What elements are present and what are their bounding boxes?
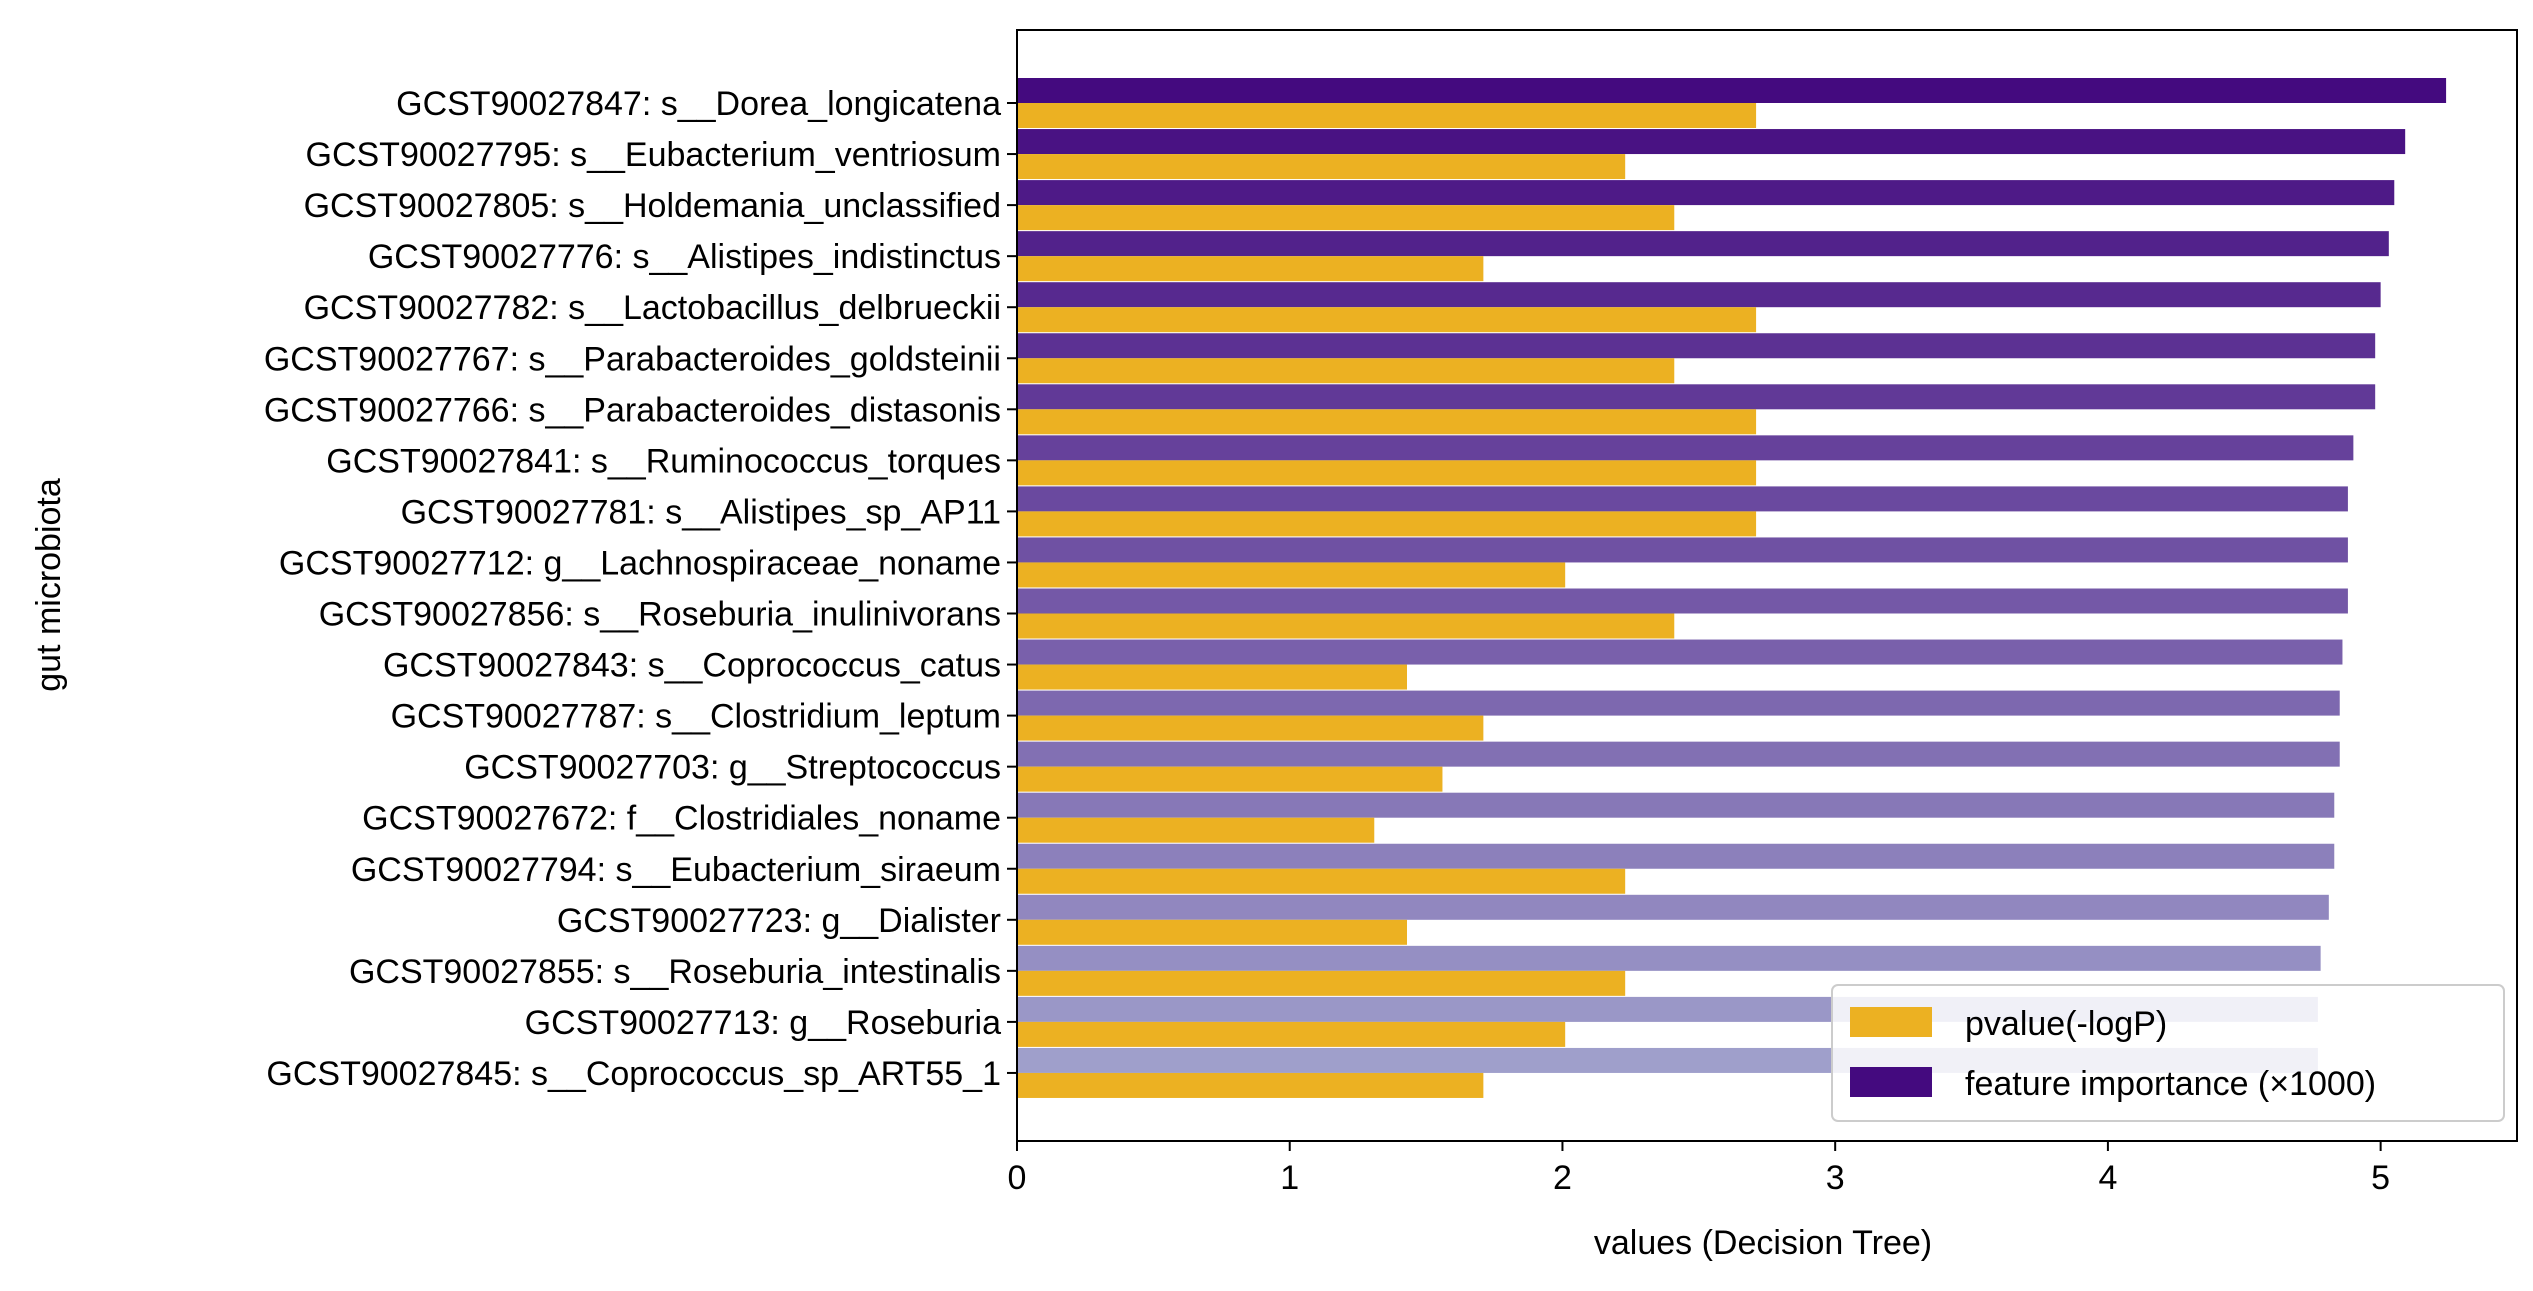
- category-label: GCST90027782: s__Lactobacillus_delbrueck…: [304, 289, 1001, 327]
- bar-feature-importance: [1017, 486, 2348, 512]
- bar-feature-importance: [1017, 843, 2335, 869]
- x-tick-label: 4: [2098, 1159, 2117, 1197]
- bar-feature-importance: [1017, 231, 2389, 257]
- bar-feature-importance: [1017, 435, 2354, 461]
- category-label: GCST90027794: s__Eubacterium_siraeum: [351, 851, 1001, 889]
- bar-pvalue: [1017, 409, 1757, 435]
- bars-group: [1017, 78, 2447, 1098]
- x-axis-title: values (Decision Tree): [1594, 1224, 1932, 1262]
- y-axis-title: gut microbiota: [30, 478, 68, 692]
- bar-feature-importance: [1017, 333, 2376, 359]
- bar-pvalue: [1017, 715, 1484, 741]
- legend-label-pvalue: pvalue(-logP): [1965, 1005, 2167, 1043]
- x-tick-label: 0: [1008, 1159, 1027, 1197]
- category-label: GCST90027856: s__Roseburia_inulinivorans: [319, 596, 1001, 634]
- bar-feature-importance: [1017, 690, 2340, 716]
- category-label: GCST90027712: g__Lachnospiraceae_noname: [279, 544, 1001, 582]
- bar-feature-importance: [1017, 180, 2395, 206]
- category-label: GCST90027805: s__Holdemania_unclassified: [304, 187, 1001, 225]
- bar-feature-importance: [1017, 741, 2340, 767]
- bar-feature-importance: [1017, 894, 2329, 920]
- bar-feature-importance: [1017, 945, 2321, 971]
- bar-feature-importance: [1017, 129, 2406, 155]
- category-label: GCST90027766: s__Parabacteroides_distaso…: [264, 391, 1001, 429]
- bar-feature-importance: [1017, 537, 2348, 563]
- category-label: GCST90027703: g__Streptococcus: [464, 749, 1001, 787]
- bar-feature-importance: [1017, 78, 2447, 103]
- bar-pvalue: [1017, 817, 1375, 843]
- category-label: GCST90027845: s__Coprococcus_sp_ART55_1: [266, 1055, 1001, 1093]
- bar-pvalue: [1017, 919, 1407, 945]
- bar-pvalue: [1017, 511, 1757, 537]
- bar-pvalue: [1017, 1072, 1484, 1098]
- category-label: GCST90027843: s__Coprococcus_catus: [383, 647, 1001, 685]
- legend-swatch-pvalue: [1850, 1007, 1932, 1037]
- bar-pvalue: [1017, 154, 1626, 180]
- plot-frame: [1016, 29, 2518, 1142]
- legend-swatch-feature-importance: [1850, 1067, 1932, 1097]
- category-label: GCST90027841: s__Ruminococcus_torques: [326, 442, 1001, 480]
- category-label: GCST90027713: g__Roseburia: [525, 1004, 1001, 1042]
- bar-feature-importance: [1017, 282, 2381, 308]
- bar-feature-importance: [1017, 639, 2343, 665]
- bar-pvalue: [1017, 460, 1757, 486]
- bar-pvalue: [1017, 562, 1566, 588]
- bar-pvalue: [1017, 970, 1626, 996]
- x-axis-ticks: 0 1 2 3 4 5: [1008, 1141, 2390, 1197]
- bar-pvalue: [1017, 205, 1675, 231]
- legend: pvalue(-logP) feature importance (×1000): [1831, 984, 2505, 1122]
- bar-pvalue: [1017, 664, 1407, 690]
- category-label: GCST90027795: s__Eubacterium_ventriosum: [306, 136, 1002, 174]
- category-label: GCST90027767: s__Parabacteroides_goldste…: [264, 340, 1001, 378]
- bar-pvalue: [1017, 1021, 1566, 1047]
- category-labels: GCST90027847: s__Dorea_longicatena GCST90…: [264, 85, 1017, 1093]
- category-label: GCST90027781: s__Alistipes_sp_AP11: [401, 493, 1001, 531]
- bar-pvalue: [1017, 868, 1626, 894]
- x-tick-label: 3: [1826, 1159, 1845, 1197]
- bar-pvalue: [1017, 766, 1443, 792]
- category-label: GCST90027776: s__Alistipes_indistinctus: [368, 238, 1001, 276]
- bar-feature-importance: [1017, 588, 2348, 614]
- bar-pvalue: [1017, 256, 1484, 282]
- category-label: GCST90027847: s__Dorea_longicatena: [396, 85, 1001, 123]
- x-tick-label: 5: [2371, 1159, 2390, 1197]
- bar-pvalue: [1017, 103, 1757, 128]
- bar-pvalue: [1017, 358, 1675, 384]
- x-tick-label: 2: [1553, 1159, 1572, 1197]
- category-label: GCST90027672: f__Clostridiales_noname: [362, 800, 1001, 838]
- bar-feature-importance: [1017, 792, 2335, 818]
- category-label: GCST90027723: g__Dialister: [557, 902, 1001, 940]
- legend-label-feature-importance: feature importance (×1000): [1965, 1065, 2376, 1103]
- bar-pvalue: [1017, 307, 1757, 333]
- legend-box: [1831, 984, 2505, 1122]
- category-label: GCST90027787: s__Clostridium_leptum: [391, 698, 1001, 736]
- x-tick-label: 1: [1280, 1159, 1299, 1197]
- category-label: GCST90027855: s__Roseburia_intestinalis: [349, 953, 1001, 991]
- bar-pvalue: [1017, 613, 1675, 639]
- bar-feature-importance: [1017, 384, 2376, 410]
